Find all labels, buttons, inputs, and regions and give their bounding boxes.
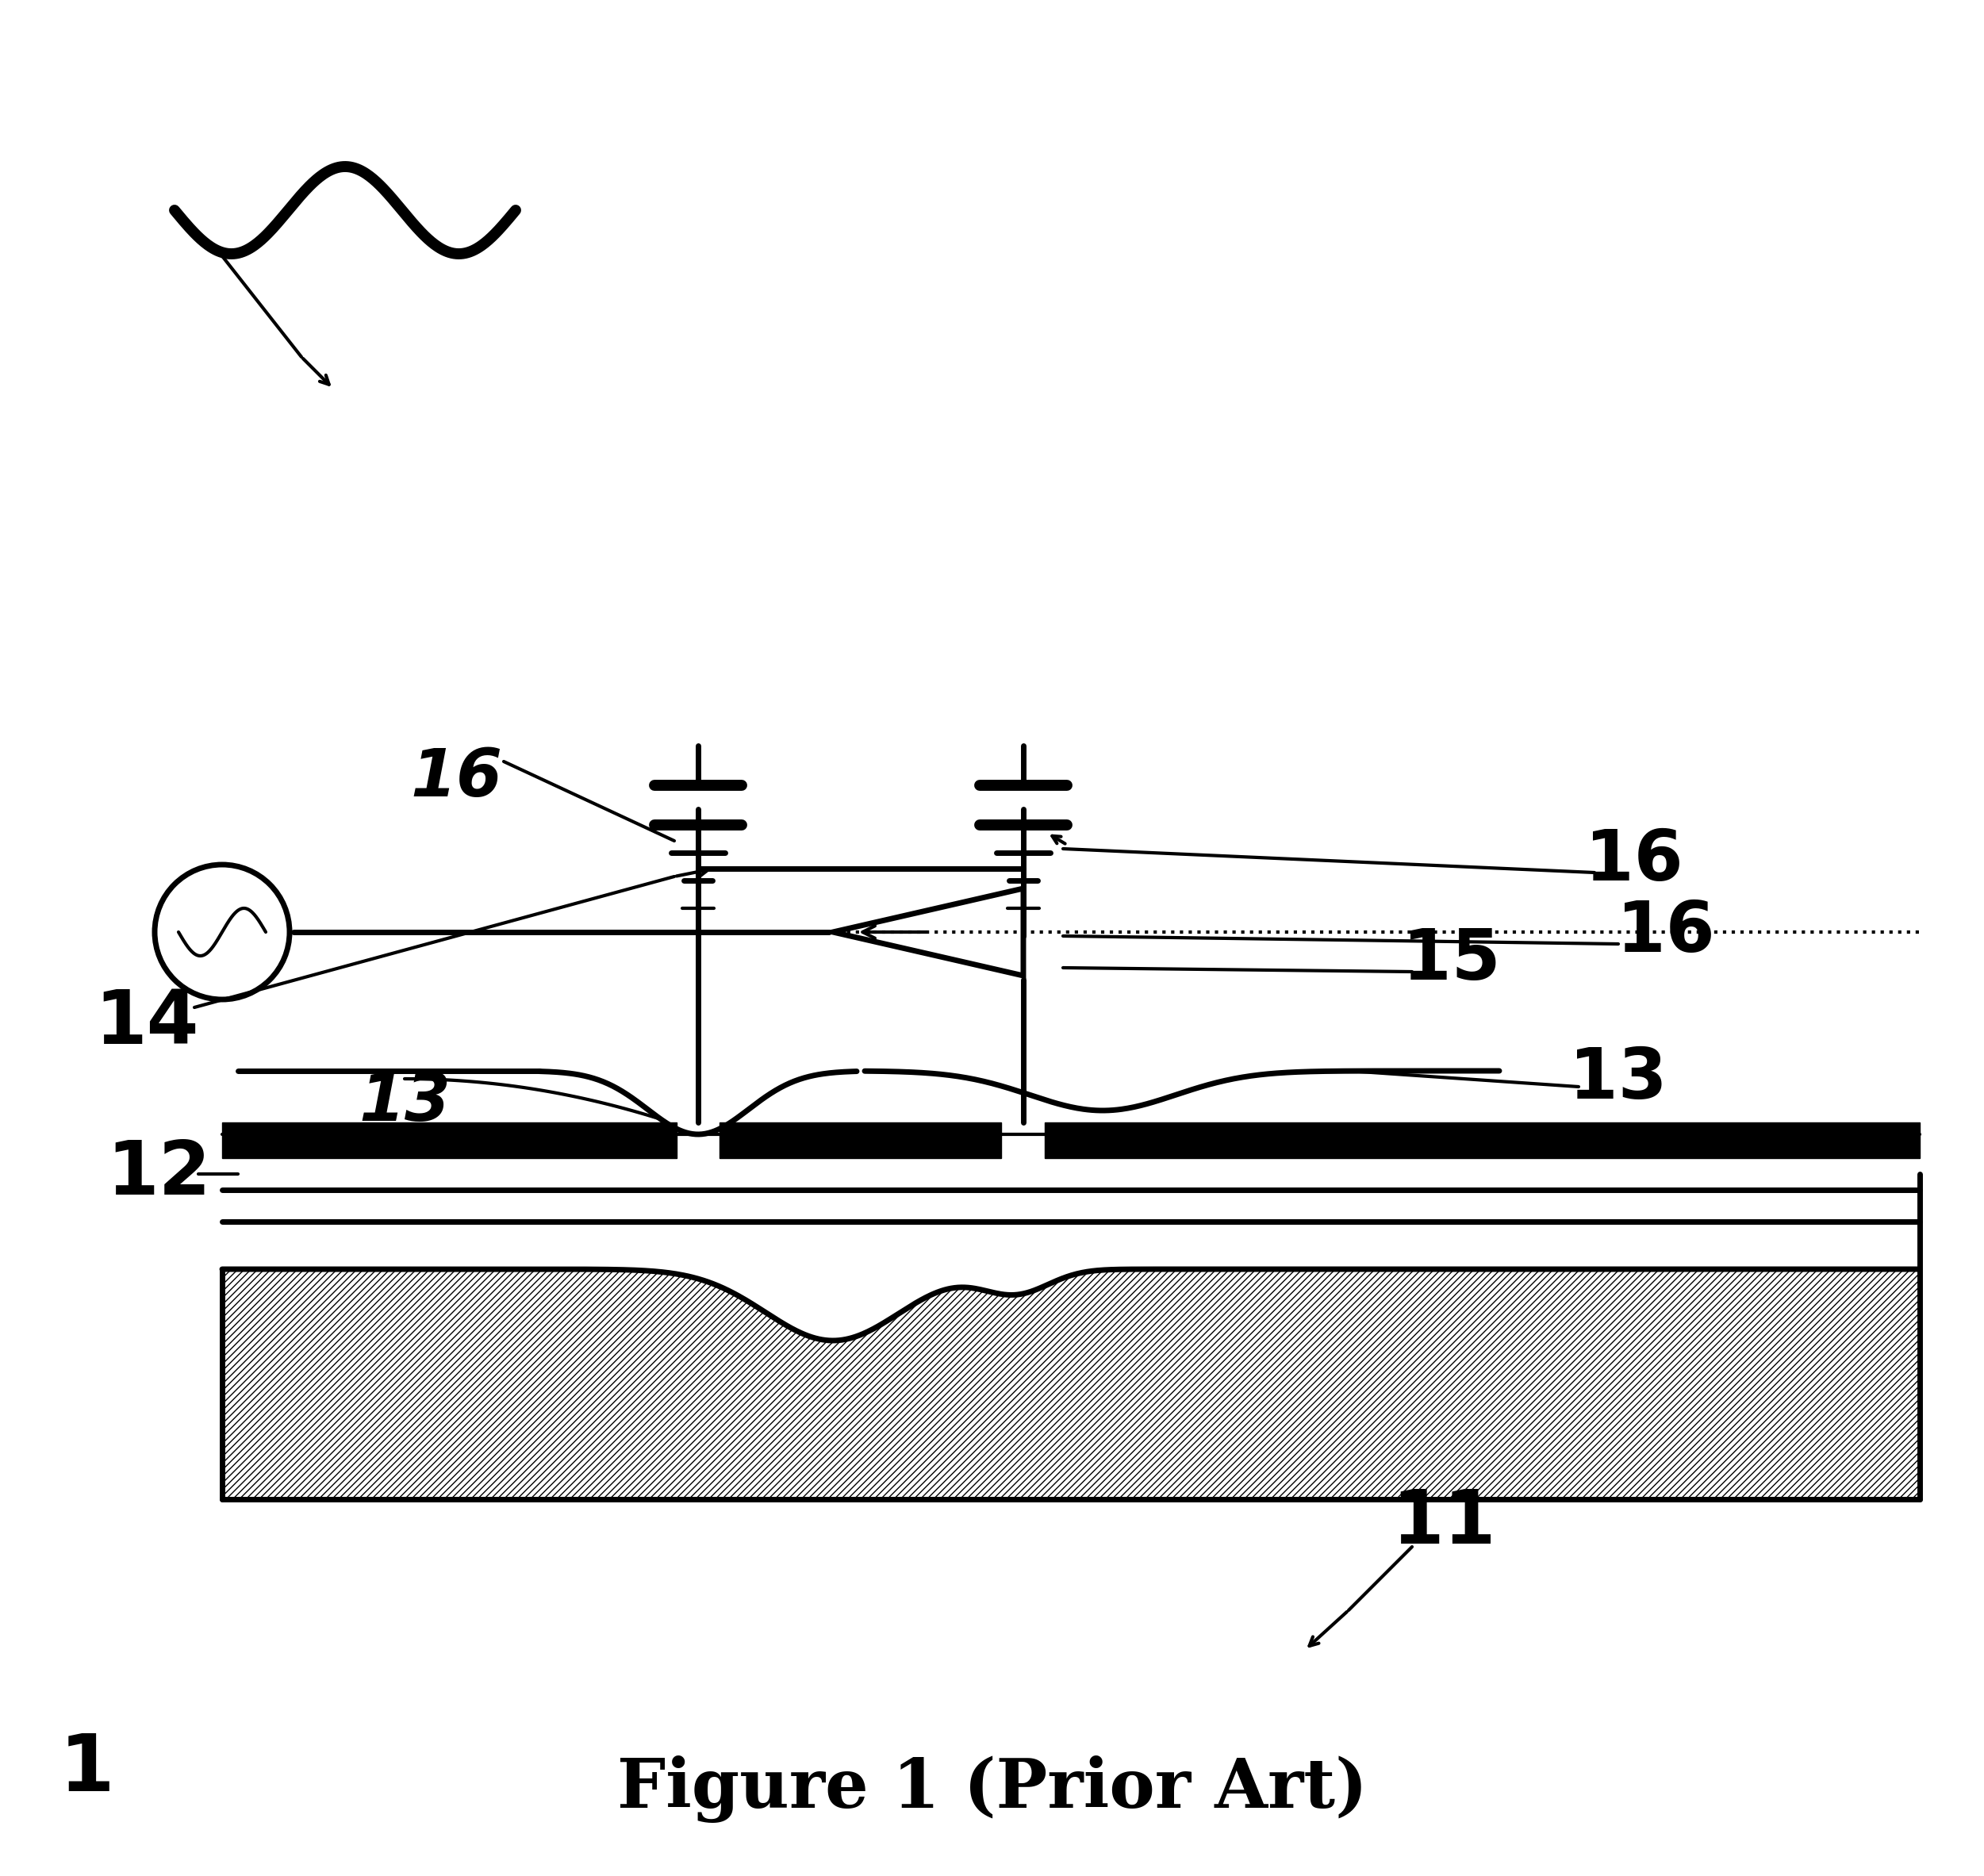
Text: 13: 13 — [359, 1071, 450, 1135]
Text: 13: 13 — [1569, 1045, 1667, 1112]
Text: 12: 12 — [107, 1137, 210, 1210]
Text: 14: 14 — [95, 987, 198, 1060]
Bar — [222, 1122, 677, 1157]
Bar — [720, 1122, 1002, 1157]
Text: 11: 11 — [1391, 1486, 1496, 1559]
Text: Figure 1 (Prior Art): Figure 1 (Prior Art) — [617, 1756, 1367, 1822]
Text: 16: 16 — [1617, 897, 1714, 966]
Text: 16: 16 — [411, 745, 502, 810]
Text: 1: 1 — [60, 1730, 115, 1807]
Bar — [1046, 1122, 1921, 1157]
Text: 16: 16 — [1585, 825, 1682, 895]
Text: 15: 15 — [1403, 925, 1500, 994]
